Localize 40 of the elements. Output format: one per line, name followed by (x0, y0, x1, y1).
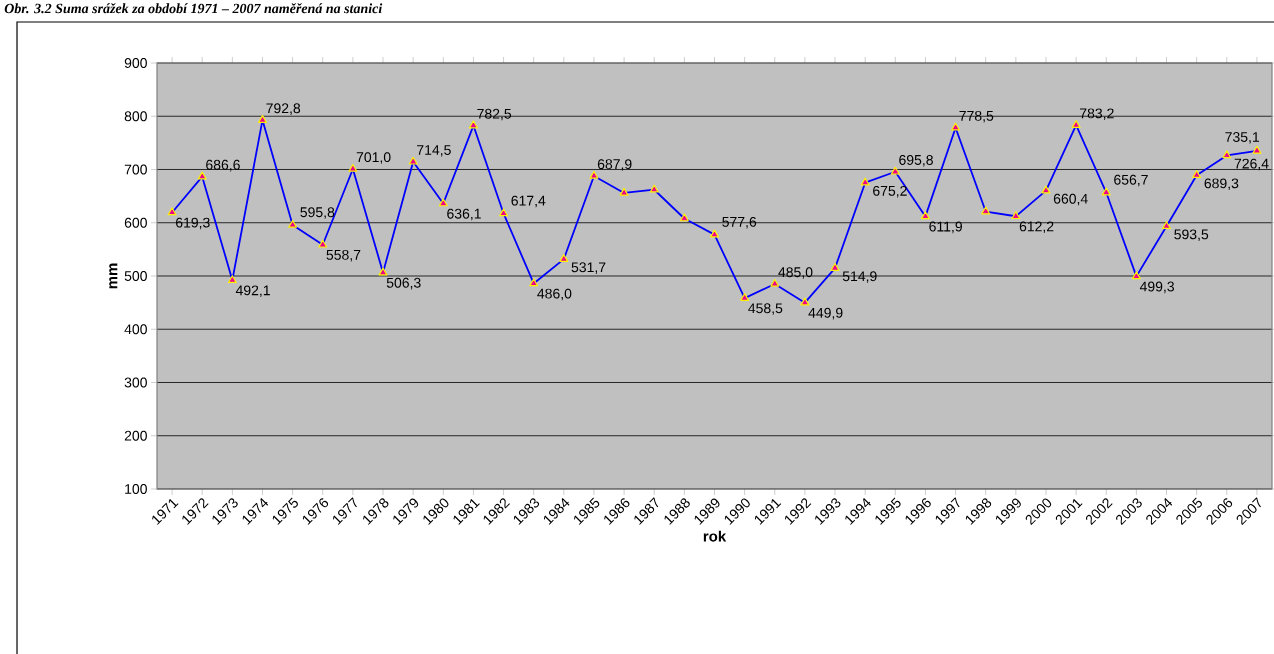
data-label: 558,7 (326, 249, 361, 262)
data-label: 726,4 (1234, 158, 1269, 171)
data-label: 499,3 (1139, 281, 1174, 294)
data-label: 617,4 (511, 195, 546, 208)
data-label: 485,0 (778, 267, 813, 279)
chart-title: Obr. 3.2 Suma srážek za období 1971 – 2007 naměřená na stanici (4, 3, 383, 14)
data-label: 701,0 (356, 152, 391, 164)
y-tick-label: 900 (124, 58, 147, 68)
y-tick-label: 500 (124, 271, 147, 281)
data-label: 675,2 (873, 185, 907, 198)
data-label: 656,7 (1114, 174, 1148, 187)
data-label: 506,3 (386, 277, 421, 290)
data-label: 660,4 (1053, 193, 1088, 206)
y-tick-label: 800 (124, 111, 147, 122)
data-label: 486,0 (537, 288, 572, 301)
data-label: 458,5 (748, 303, 783, 315)
y-tick-label: 400 (124, 324, 147, 335)
data-label: 612,2 (1019, 221, 1054, 234)
data-label: 531,7 (571, 262, 606, 274)
data-label: 714,5 (417, 145, 451, 157)
data-label: 593,5 (1174, 229, 1209, 241)
data-label: 514,9 (842, 271, 877, 283)
y-tick-label: 200 (124, 430, 147, 441)
data-label: 792,8 (266, 103, 301, 115)
y-tick-label: 100 (125, 484, 147, 494)
y-tick-label: 700 (124, 164, 147, 175)
data-label: 735,1 (1225, 132, 1260, 144)
data-label: 611,9 (929, 221, 962, 234)
data-label: 689,3 (1204, 178, 1239, 190)
data-label: 686,6 (206, 159, 240, 172)
y-tick-label: 300 (124, 377, 147, 388)
data-label: 687,9 (597, 159, 632, 171)
y-tick-label: 600 (124, 217, 147, 228)
data-label: 595,8 (300, 207, 335, 219)
data-label: 492,1 (235, 285, 270, 297)
x-axis-title: rok (703, 530, 727, 542)
data-label: 695,8 (899, 154, 933, 167)
data-label: 449,9 (808, 307, 843, 320)
data-label: 636,1 (447, 208, 481, 221)
y-axis-title: mm (109, 263, 118, 289)
